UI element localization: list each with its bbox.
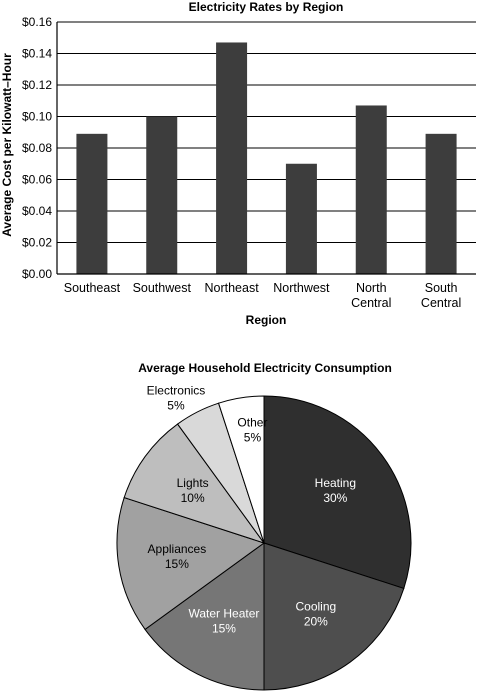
bar-y-tick-labels: $0.00 $0.02 $0.04 $0.06 $0.08 $0.10 $0.12 $0.14… <box>22 15 52 281</box>
bar-category-label: Northeast <box>204 281 259 295</box>
bar-northwest <box>286 164 317 274</box>
bar-y-tick-label: $0.10 <box>22 110 52 124</box>
bar-chart: Electricity Rates by Region $0.00$0.02$0… <box>0 0 478 340</box>
bar-category-label: South Central <box>421 281 461 310</box>
pie-slice-label: Electronics 5% <box>147 384 206 413</box>
bar-southwest <box>146 117 177 275</box>
bar-y-tick-label: $0.14 <box>22 47 52 61</box>
pie-chart: Average Household Electricity Consumptio… <box>0 340 478 700</box>
bar-series <box>76 42 456 274</box>
bar-category-label: Northwest <box>273 281 330 295</box>
bar-y-tick-label: $0.06 <box>22 173 52 187</box>
bar-category-label: Southwest <box>133 281 192 295</box>
bar-category-label: Southeast <box>64 281 121 295</box>
bar-x-axis-title: Region <box>246 313 287 327</box>
pie-chart-title: Average Household Electricity Consumptio… <box>138 361 392 375</box>
bar-y-tick-label: $0.04 <box>22 204 52 218</box>
bar-category-label: North Central <box>351 281 391 310</box>
bar-y-tick-label: $0.00 <box>22 267 52 281</box>
bar-south-central <box>426 134 457 274</box>
bar-y-tick-label: $0.08 <box>22 141 52 155</box>
bar-gridlines <box>57 22 476 243</box>
bar-y-axis-title: Average Cost per Kilowatt–Hour <box>0 53 14 237</box>
bar-northeast <box>216 42 247 274</box>
bar-y-tick-label: $0.02 <box>22 236 52 250</box>
bar-y-tick-label: $0.12 <box>22 78 52 92</box>
bar-category-labels: Southeast Southwest Northeast Northwest Nort… <box>64 281 461 310</box>
bar-southeast <box>76 134 107 274</box>
pie-slice-label: Lights 10% <box>177 476 209 505</box>
bar-chart-title: Electricity Rates by Region <box>189 0 344 14</box>
bar-north-central <box>356 105 387 274</box>
bar-y-tick-label: $0.16 <box>22 15 52 29</box>
